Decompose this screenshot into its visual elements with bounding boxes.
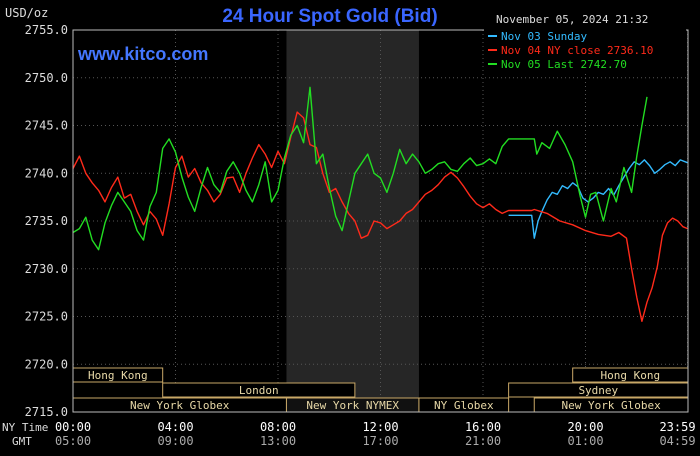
legend-background: [484, 27, 686, 73]
session-label: Hong Kong: [88, 369, 148, 382]
session-label: London: [239, 384, 279, 397]
y-tick-label: 2735.0: [25, 214, 68, 228]
gmt-label: GMT: [12, 435, 32, 448]
series-line-2: [72, 111, 688, 322]
session-box: [162, 382, 356, 398]
y-tick-label: 2725.0: [25, 310, 68, 324]
ny-tick-label: 16:00: [465, 420, 501, 434]
y-tick-label: 2715.0: [25, 405, 68, 419]
gmt-tick-label: 21:00: [465, 434, 501, 448]
gmt-tick-label: 01:00: [567, 434, 603, 448]
session-label: New York Globex: [561, 399, 661, 412]
session-label: NY Globex: [434, 399, 494, 412]
chart-title: 24 Hour Spot Gold (Bid): [222, 6, 437, 27]
gmt-tick-label: 13:00: [260, 434, 296, 448]
y-tick-label: 2730.0: [25, 262, 68, 276]
ny-tick-label: 20:00: [567, 420, 603, 434]
nymex-shade: [286, 30, 419, 412]
y-tick-label: 2755.0: [25, 23, 68, 37]
session-label: New York Globex: [130, 399, 230, 412]
ny-tick-label: 12:00: [362, 420, 398, 434]
legend-entry: Nov 05 Last 2742.70: [501, 58, 627, 71]
timestamp: November 05, 2024 21:32: [496, 13, 648, 26]
ny-tick-label: 04:00: [157, 420, 193, 434]
gmt-tick-label: 05:00: [55, 434, 91, 448]
legend-entry: Nov 03 Sunday: [501, 30, 587, 43]
plot-frame: [72, 29, 689, 413]
y-tick-label: 2745.0: [25, 119, 68, 133]
gmt-tick-label: 17:00: [362, 434, 398, 448]
ny-time-label: NY Time: [2, 421, 48, 434]
watermark: www.kitco.com: [77, 44, 208, 64]
session-label: Sydney: [578, 384, 618, 397]
gmt-tick-label: 09:00: [157, 434, 193, 448]
y-tick-label: 2720.0: [25, 357, 68, 371]
ny-tick-label: 08:00: [260, 420, 296, 434]
ny-tick-label: 00:00: [55, 420, 91, 434]
session-label: New York NYMEX: [306, 399, 399, 412]
ny-tick-label: 23:59: [659, 420, 695, 434]
unit-label: USD/oz: [5, 6, 48, 20]
y-tick-label: 2740.0: [25, 166, 68, 180]
series-line-1: [508, 159, 688, 239]
session-label: Hong Kong: [601, 369, 661, 382]
legend-entry: Nov 04 NY close 2736.10: [501, 44, 653, 57]
series-line-3: [72, 86, 648, 251]
y-tick-label: 2750.0: [25, 71, 68, 85]
gmt-tick-label: 04:59: [659, 434, 695, 448]
